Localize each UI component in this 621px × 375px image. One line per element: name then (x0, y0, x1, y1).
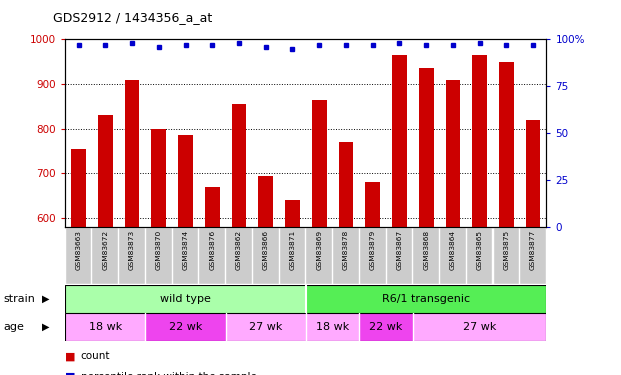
Text: GSM83868: GSM83868 (423, 230, 429, 270)
Bar (178, 135, 193, 227)
Bar (360, 313, 413, 341)
Bar (414, 228, 439, 284)
Text: GSM83873: GSM83873 (129, 230, 135, 270)
Bar (71, 149, 86, 227)
Bar (205, 187, 220, 227)
Text: wild type: wild type (160, 294, 211, 304)
Text: 27 wk: 27 wk (463, 322, 496, 332)
Text: GSM83663: GSM83663 (76, 230, 81, 270)
Bar (65, 285, 306, 313)
Text: GSM83866: GSM83866 (263, 230, 269, 270)
Text: GSM83871: GSM83871 (289, 230, 296, 270)
Bar (499, 62, 514, 227)
Bar (93, 228, 118, 284)
Bar (279, 228, 306, 284)
Text: 27 wk: 27 wk (249, 322, 283, 332)
Bar (392, 55, 407, 227)
Bar (173, 228, 198, 284)
Bar (365, 182, 380, 227)
Bar (387, 228, 412, 284)
Bar (445, 80, 460, 227)
Bar (119, 228, 145, 284)
Text: count: count (81, 351, 111, 361)
Bar (360, 228, 386, 284)
Bar (146, 228, 171, 284)
Bar (226, 228, 252, 284)
Bar (419, 68, 433, 227)
Text: GSM83870: GSM83870 (156, 230, 162, 270)
Text: ■: ■ (65, 351, 76, 361)
Bar (145, 313, 225, 341)
Bar (225, 313, 306, 341)
Bar (467, 228, 492, 284)
Text: ▶: ▶ (42, 322, 50, 332)
Bar (333, 228, 359, 284)
Text: ▶: ▶ (42, 294, 50, 304)
Text: ■: ■ (65, 372, 76, 375)
Bar (253, 228, 279, 284)
Text: R6/1 transgenic: R6/1 transgenic (382, 294, 470, 304)
Bar (98, 115, 112, 227)
Text: GSM83877: GSM83877 (530, 230, 536, 270)
Text: GSM83869: GSM83869 (316, 230, 322, 270)
Text: GSM83864: GSM83864 (450, 230, 456, 270)
Bar (413, 313, 546, 341)
Bar (232, 104, 247, 227)
Text: 22 wk: 22 wk (369, 322, 403, 332)
Text: GSM83672: GSM83672 (102, 230, 108, 270)
Text: GSM83875: GSM83875 (504, 230, 509, 270)
Text: GSM83878: GSM83878 (343, 230, 349, 270)
Text: age: age (3, 322, 24, 332)
Bar (520, 228, 546, 284)
Bar (312, 100, 327, 227)
Bar (306, 285, 546, 313)
Bar (125, 80, 139, 227)
Text: GSM83862: GSM83862 (236, 230, 242, 270)
Text: percentile rank within the sample: percentile rank within the sample (81, 372, 256, 375)
Bar (199, 228, 225, 284)
Text: strain: strain (3, 294, 35, 304)
Bar (258, 176, 273, 227)
Text: GDS2912 / 1434356_a_at: GDS2912 / 1434356_a_at (53, 11, 212, 24)
Text: GSM83876: GSM83876 (209, 230, 215, 270)
Text: 18 wk: 18 wk (316, 322, 349, 332)
Text: GSM83867: GSM83867 (396, 230, 402, 270)
Text: GSM83879: GSM83879 (369, 230, 376, 270)
Bar (526, 120, 540, 227)
Text: GSM83865: GSM83865 (477, 230, 483, 270)
Bar (440, 228, 466, 284)
Text: 22 wk: 22 wk (169, 322, 202, 332)
Bar (338, 142, 353, 227)
Bar (65, 313, 145, 341)
Bar (66, 228, 91, 284)
Text: GSM83874: GSM83874 (183, 230, 189, 270)
Bar (494, 228, 519, 284)
Bar (152, 129, 166, 227)
Bar (285, 200, 300, 227)
Bar (473, 55, 487, 227)
Bar (306, 313, 360, 341)
Bar (306, 228, 332, 284)
Text: 18 wk: 18 wk (89, 322, 122, 332)
